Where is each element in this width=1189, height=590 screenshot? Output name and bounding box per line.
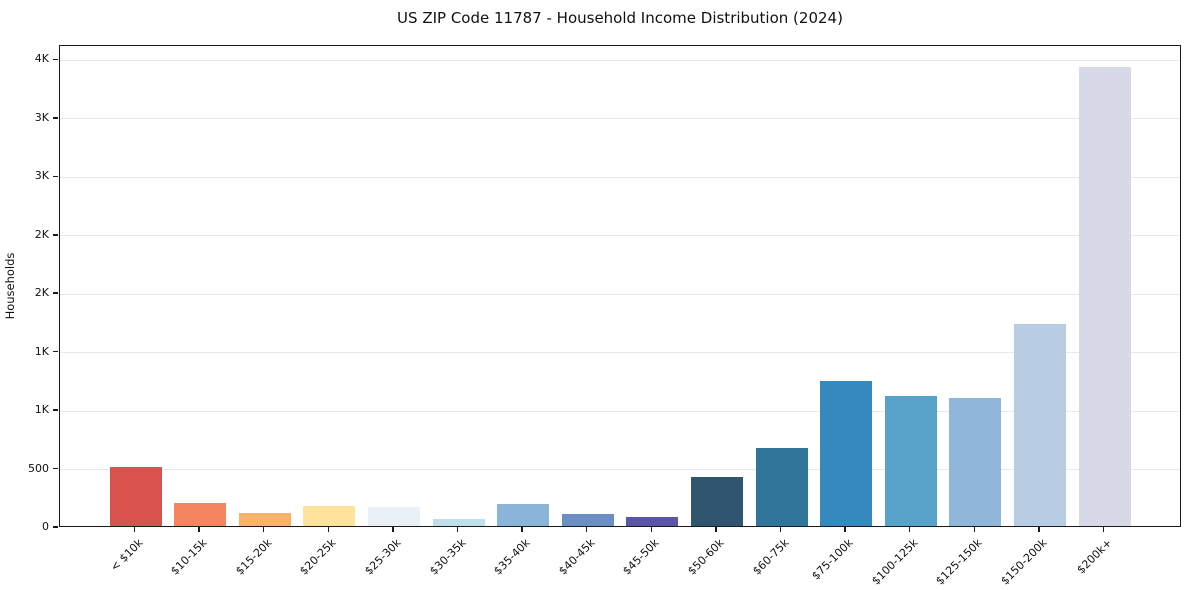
y-gridline xyxy=(60,176,1180,178)
y-tick-label: 2K xyxy=(34,227,49,241)
bar-40-45k xyxy=(561,514,614,526)
y-gridline xyxy=(60,59,1180,61)
bar-10-15k xyxy=(174,502,227,526)
x-tick-mark xyxy=(779,527,782,532)
y-tick-mark xyxy=(53,58,58,61)
y-tick-label: 3K xyxy=(34,169,49,183)
bar-150-200k xyxy=(1013,324,1066,526)
x-tick-mark xyxy=(1102,527,1105,532)
x-tick-mark xyxy=(133,527,136,532)
y-tick-mark xyxy=(53,117,58,119)
x-tick-mark xyxy=(715,527,717,532)
chart-title: US ZIP Code 11787 - Household Income Dis… xyxy=(397,9,843,27)
x-tick-mark xyxy=(262,527,265,532)
y-tick-label: 500 xyxy=(28,461,49,475)
bar-200k xyxy=(1078,66,1131,526)
bar-35-40k xyxy=(497,503,550,526)
y-tick-mark xyxy=(53,526,58,528)
y-gridline xyxy=(60,469,1180,471)
y-gridline xyxy=(60,352,1180,354)
x-tick-mark xyxy=(1038,527,1040,532)
x-tick-mark xyxy=(456,527,459,532)
x-tick-mark xyxy=(650,527,653,532)
y-gridline xyxy=(60,118,1180,120)
y-tick-label: 2K xyxy=(34,286,49,300)
x-tick-mark xyxy=(973,527,976,532)
x-tick-mark xyxy=(392,527,394,532)
y-tick-mark xyxy=(53,350,58,353)
bar-30-35k xyxy=(432,519,485,526)
bar-60-75k xyxy=(755,448,808,526)
x-tick-mark xyxy=(327,527,330,532)
bar-125-150k xyxy=(949,398,1002,526)
bar-100-125k xyxy=(884,396,937,526)
y-tick-mark xyxy=(53,234,58,236)
bar-75-100k xyxy=(820,381,873,526)
bar-10k xyxy=(109,466,162,526)
bar-25-30k xyxy=(367,507,420,526)
y-gridline xyxy=(60,410,1180,412)
bar-20-25k xyxy=(303,505,356,526)
y-tick-label: 4K xyxy=(34,52,49,66)
y-tick-mark xyxy=(53,409,58,411)
bar-45-50k xyxy=(626,517,679,526)
y-tick-label: 3K xyxy=(34,110,49,124)
y-tick-label: 1K xyxy=(34,344,49,358)
x-tick-mark xyxy=(585,527,588,532)
y-tick-mark xyxy=(53,175,58,178)
y-tick-label: 0 xyxy=(42,520,49,533)
plot-area xyxy=(59,45,1181,527)
y-gridline xyxy=(60,293,1180,295)
x-tick-label: < $10k xyxy=(107,536,145,574)
bar-50-60k xyxy=(690,476,743,526)
y-tick-label: 1K xyxy=(34,403,49,417)
x-tick-mark xyxy=(198,527,200,532)
x-tick-mark xyxy=(844,527,846,532)
x-tick-mark xyxy=(908,527,911,532)
y-tick-mark xyxy=(53,467,58,470)
y-tick-mark xyxy=(53,292,58,294)
x-tick-mark xyxy=(521,527,523,532)
bar-15-20k xyxy=(238,513,291,526)
y-gridline xyxy=(60,235,1180,237)
